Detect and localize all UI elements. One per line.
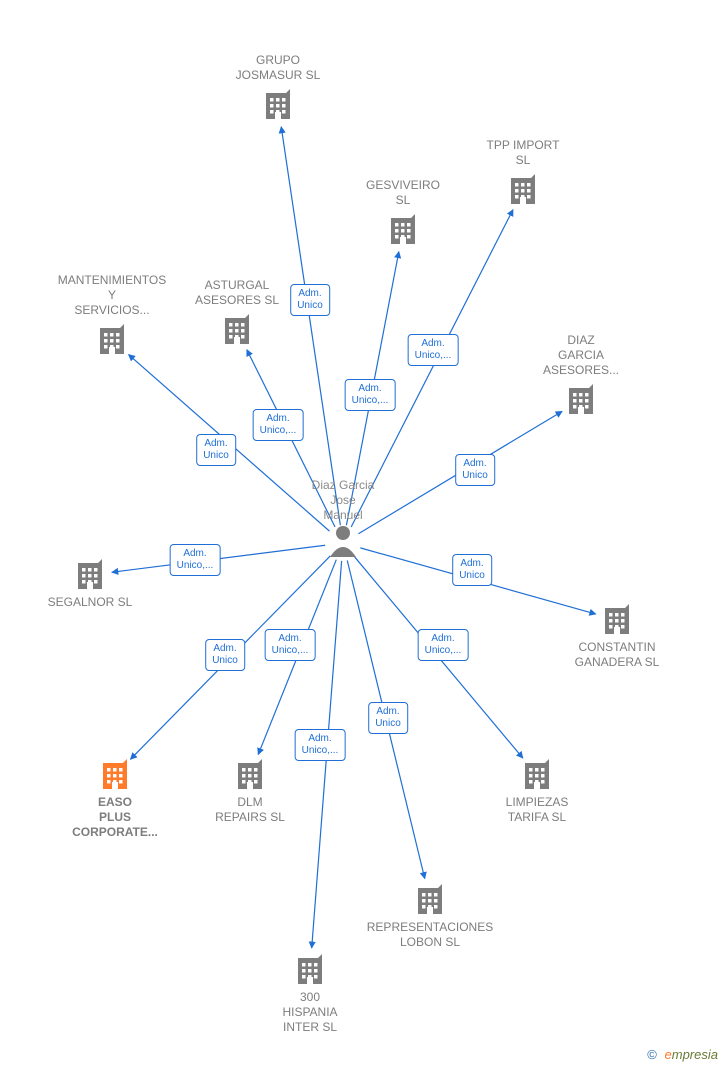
edge-label: Adm. Unico [205, 639, 245, 671]
network-graph [0, 0, 728, 1070]
node-label: GESVIVEIROSL [333, 178, 473, 208]
edge-label: Adm. Unico [455, 454, 495, 486]
edge-label: Adm. Unico [368, 702, 408, 734]
edge-label: Adm. Unico,... [295, 729, 346, 761]
node-label: REPRESENTACIONESLOBON SL [360, 920, 500, 950]
node-label: ASTURGALASESORES SL [167, 278, 307, 308]
node-label: DLMREPAIRS SL [180, 795, 320, 825]
node-label: TPP IMPORTSL [453, 138, 593, 168]
brand-logo: empresia [665, 1047, 718, 1062]
node-label: EASOPLUSCORPORATE... [45, 795, 185, 840]
edge-label: Adm. Unico,... [345, 379, 396, 411]
edge-label: Adm. Unico [452, 554, 492, 586]
edge-label: Adm. Unico,... [253, 409, 304, 441]
edge-label: Adm. Unico,... [170, 544, 221, 576]
footer-credit: © empresia [647, 1047, 718, 1062]
edge-label: Adm. Unico,... [418, 629, 469, 661]
edge-label: Adm. Unico,... [265, 629, 316, 661]
node-label: LIMPIEZASTARIFA SL [467, 795, 607, 825]
copyright-symbol: © [647, 1047, 657, 1062]
node-label: DIAZGARCIAASESORES... [511, 333, 651, 378]
edge-label: Adm. Unico [196, 434, 236, 466]
node-label: SEGALNOR SL [20, 595, 160, 610]
node-label: 300HISPANIAINTER SL [240, 990, 380, 1035]
center-node-label: Diaz GarciaJoseManuel [273, 478, 413, 523]
edge-label: Adm. Unico,... [408, 334, 459, 366]
node-label: GRUPOJOSMASUR SL [208, 53, 348, 83]
node-label: MANTENIMIENTOSYSERVICIOS... [42, 273, 182, 318]
node-label: CONSTANTINGANADERA SL [547, 640, 687, 670]
